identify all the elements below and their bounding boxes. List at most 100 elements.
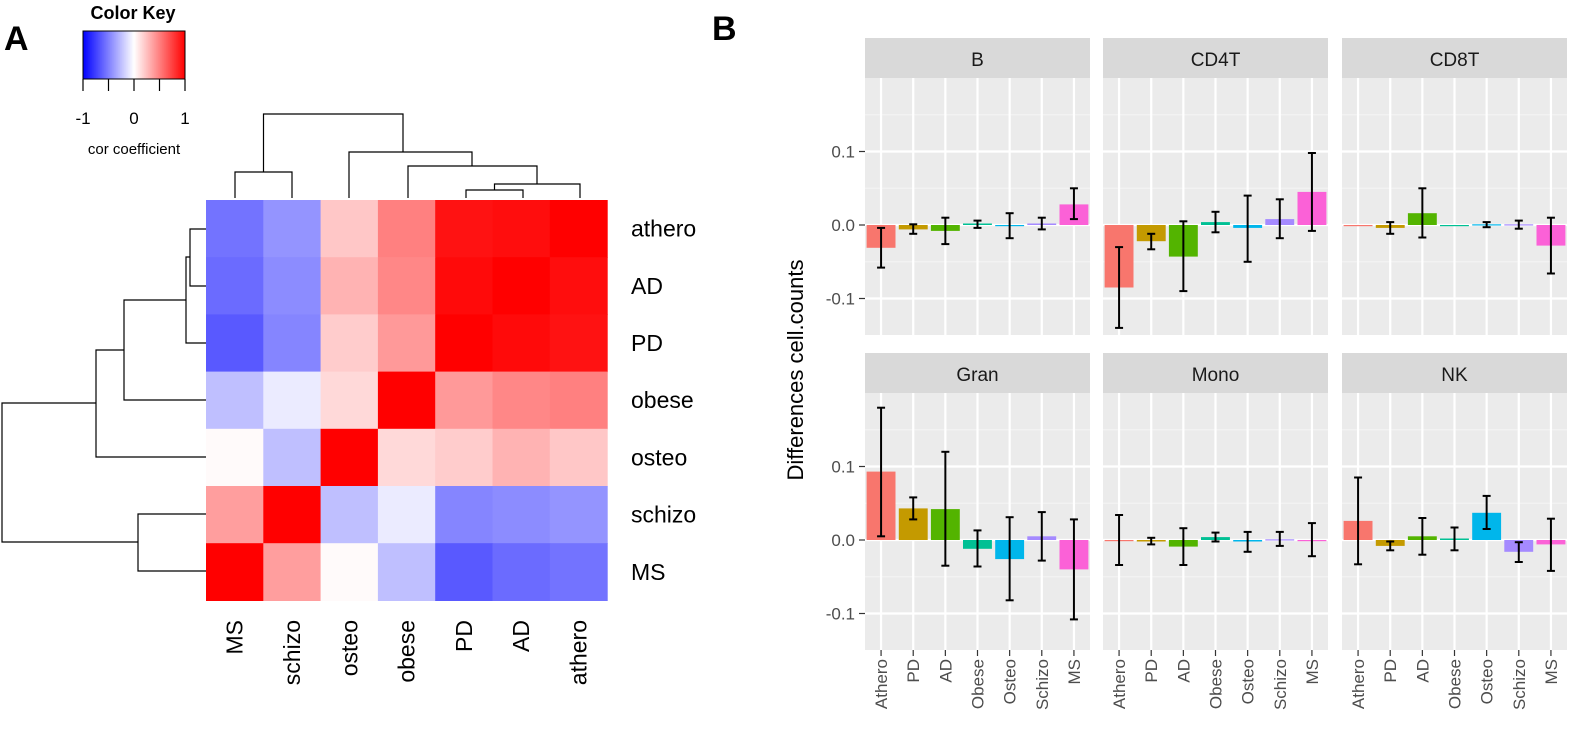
error-bar (1307, 152, 1316, 232)
y-tick-label: 0.0 (831, 216, 855, 235)
heatmap-cell (492, 200, 551, 258)
column-dendrogram (234, 113, 581, 198)
heatmap-cell (377, 200, 436, 258)
heatmap-cell (320, 486, 379, 544)
bar-athero (1343, 225, 1373, 227)
error-bar (1514, 541, 1523, 563)
facet-grid: B 0.1 0.0 -0.1 CD4T CD8T Gran 0.1 0.0 -0.1 Athero P… (826, 38, 1567, 710)
heatmap-cell (320, 200, 379, 258)
heatmap-cell (377, 543, 436, 601)
heatmap-row-label: osteo (631, 444, 687, 470)
x-tick-label: Schizo (1510, 659, 1529, 710)
error-bar (1115, 246, 1124, 329)
y-tick-label: -0.1 (826, 605, 855, 624)
heatmap-cell (263, 257, 322, 315)
x-tick-label: Athero (1349, 659, 1368, 709)
heatmap-cell (206, 314, 264, 373)
heatmap-row-label: AD (631, 273, 663, 299)
error-bar (1482, 221, 1491, 229)
row-dendrogram (1, 228, 206, 572)
facet-strip-label: B (971, 50, 984, 71)
heatmap-cell (492, 486, 551, 544)
facet-b: B 0.1 0.0 -0.1 (826, 38, 1090, 335)
color-key-tick-label: 1 (180, 109, 189, 128)
heatmap-cell (435, 200, 494, 258)
x-tick-label: MS (1303, 659, 1322, 685)
x-tick-label: AD (1174, 659, 1193, 683)
heatmap-cell (320, 371, 379, 430)
heatmap-cell (206, 543, 264, 601)
facet-strip (1342, 353, 1567, 393)
heatmap-cell (377, 314, 436, 373)
x-tick-label: PD (1381, 659, 1400, 683)
x-tick-label: Osteo (1001, 659, 1020, 704)
error-bar (1179, 220, 1188, 293)
facet-strip (1342, 38, 1567, 78)
y-axis-title: Differences cell.counts (783, 260, 808, 481)
x-tick-label: Obese (1207, 659, 1226, 709)
error-bar (1546, 216, 1555, 275)
panel-b: B Differences cell.counts B 0.1 0.0 -0.1 CD4… (712, 10, 1567, 710)
heatmap-row-label: schizo (631, 502, 696, 528)
heatmap-cell (206, 257, 264, 315)
facet-cd8t: CD8T (1342, 38, 1567, 335)
y-tick-label: 0.1 (831, 458, 855, 477)
color-key-gradient (82, 30, 186, 80)
facet-strip-label: Gran (956, 365, 998, 386)
error-bar (1147, 232, 1156, 251)
color-key: Color Key -1 0 1 cor coefficient (75, 3, 189, 158)
y-tick-label: 0.0 (831, 531, 855, 550)
error-bar (1243, 194, 1252, 263)
y-tick-label: 0.1 (831, 143, 855, 162)
heatmap-cell (263, 428, 322, 487)
error-bar (1211, 531, 1220, 543)
error-bar (1546, 517, 1555, 572)
panel-a: A Color Key -1 0 1 cor coefficient (1, 3, 696, 685)
heatmap-row-label: obese (631, 387, 694, 413)
heatmap-col-labels: MS schizo osteo obese PD AD athero (222, 620, 592, 685)
heatmap-col-label: athero (565, 620, 591, 685)
heatmap-cell (320, 543, 379, 601)
facet-strip-label: CD4T (1191, 50, 1241, 71)
color-key-tick-label: -1 (75, 109, 90, 128)
heatmap-cell (377, 428, 436, 487)
panel-a-letter: A (4, 20, 29, 58)
error-bar (1005, 516, 1014, 602)
heatmap-row-label: MS (631, 559, 666, 585)
heatmap-cell (549, 543, 608, 601)
error-bar (1115, 514, 1124, 566)
facet-strip (1103, 38, 1328, 78)
heatmap-col-label: obese (394, 620, 420, 683)
error-bar (909, 223, 918, 235)
heatmap-cell (206, 428, 264, 487)
error-bar (1514, 219, 1523, 230)
x-tick-label: PD (904, 659, 923, 683)
facet-strip (1103, 353, 1328, 393)
y-tick-label: -0.1 (826, 290, 855, 309)
bar-obese (1440, 225, 1469, 227)
heatmap-cell (492, 543, 551, 601)
error-bar (941, 216, 950, 246)
error-bar (1243, 530, 1252, 553)
x-tick-label: MS (1542, 659, 1561, 685)
x-tick-label: Athero (1110, 659, 1129, 709)
heatmap-col-label: osteo (336, 620, 362, 676)
heatmap-cell (320, 257, 379, 315)
facet-strip-label: CD8T (1430, 50, 1480, 71)
heatmap-cell (549, 200, 608, 258)
heatmap-cell (435, 371, 494, 430)
error-bar (1211, 210, 1220, 234)
error-bar (909, 496, 918, 521)
error-bar (1037, 511, 1046, 562)
heatmap-cell (549, 314, 608, 373)
heatmap-cell (206, 486, 264, 544)
heatmap-cell (377, 486, 436, 544)
error-bar (1037, 216, 1046, 231)
color-key-label: cor coefficient (88, 141, 181, 158)
heatmap-cell (492, 428, 551, 487)
error-bar (877, 226, 886, 269)
facet-strip-label: Mono (1192, 365, 1240, 386)
heatmap-cell (492, 371, 551, 430)
x-tick-label: Athero (872, 659, 891, 709)
